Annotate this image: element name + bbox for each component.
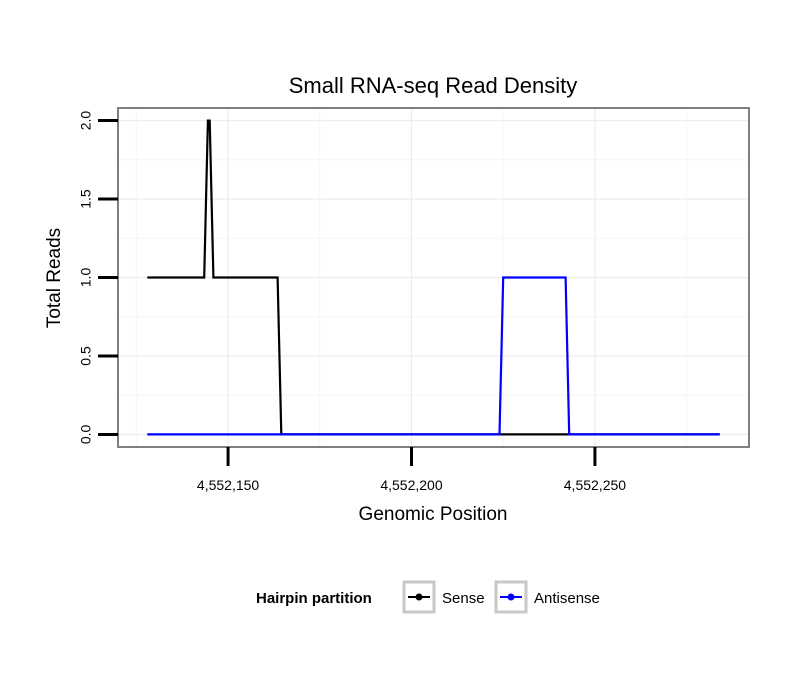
chart-title: Small RNA-seq Read Density	[289, 73, 578, 98]
series-line-antisense	[147, 276, 720, 436]
series-group	[147, 119, 720, 436]
y-tick-label: 2.0	[78, 111, 94, 131]
x-tick-label: 4,552,150	[197, 477, 259, 493]
x-tick-label: 4,552,250	[564, 477, 626, 493]
series-line-sense	[147, 119, 720, 436]
y-axis: 0.0 0.5 1.0 1.5 2.0	[78, 111, 118, 445]
legend: Hairpin partition Sense Antisense	[256, 580, 600, 614]
x-axis-title: Genomic Position	[359, 504, 508, 525]
y-tick-label: 0.0	[78, 425, 94, 445]
y-axis-title: Total Reads	[44, 228, 65, 328]
legend-item-antisense: Antisense	[494, 580, 600, 614]
legend-title: Hairpin partition	[256, 590, 372, 607]
legend-key-point	[415, 593, 423, 601]
legend-label-sense: Sense	[442, 590, 485, 607]
y-tick-label: 0.5	[78, 346, 94, 366]
y-tick-label: 1.0	[78, 268, 94, 288]
legend-key-point	[507, 593, 515, 601]
legend-item-sense: Sense	[402, 580, 485, 614]
x-tick-label: 4,552,200	[380, 477, 442, 493]
y-tick-label: 1.5	[78, 189, 94, 209]
grid	[118, 108, 749, 447]
x-axis: 4,552,150 4,552,200 4,552,250	[197, 447, 626, 493]
legend-label-antisense: Antisense	[534, 590, 600, 607]
